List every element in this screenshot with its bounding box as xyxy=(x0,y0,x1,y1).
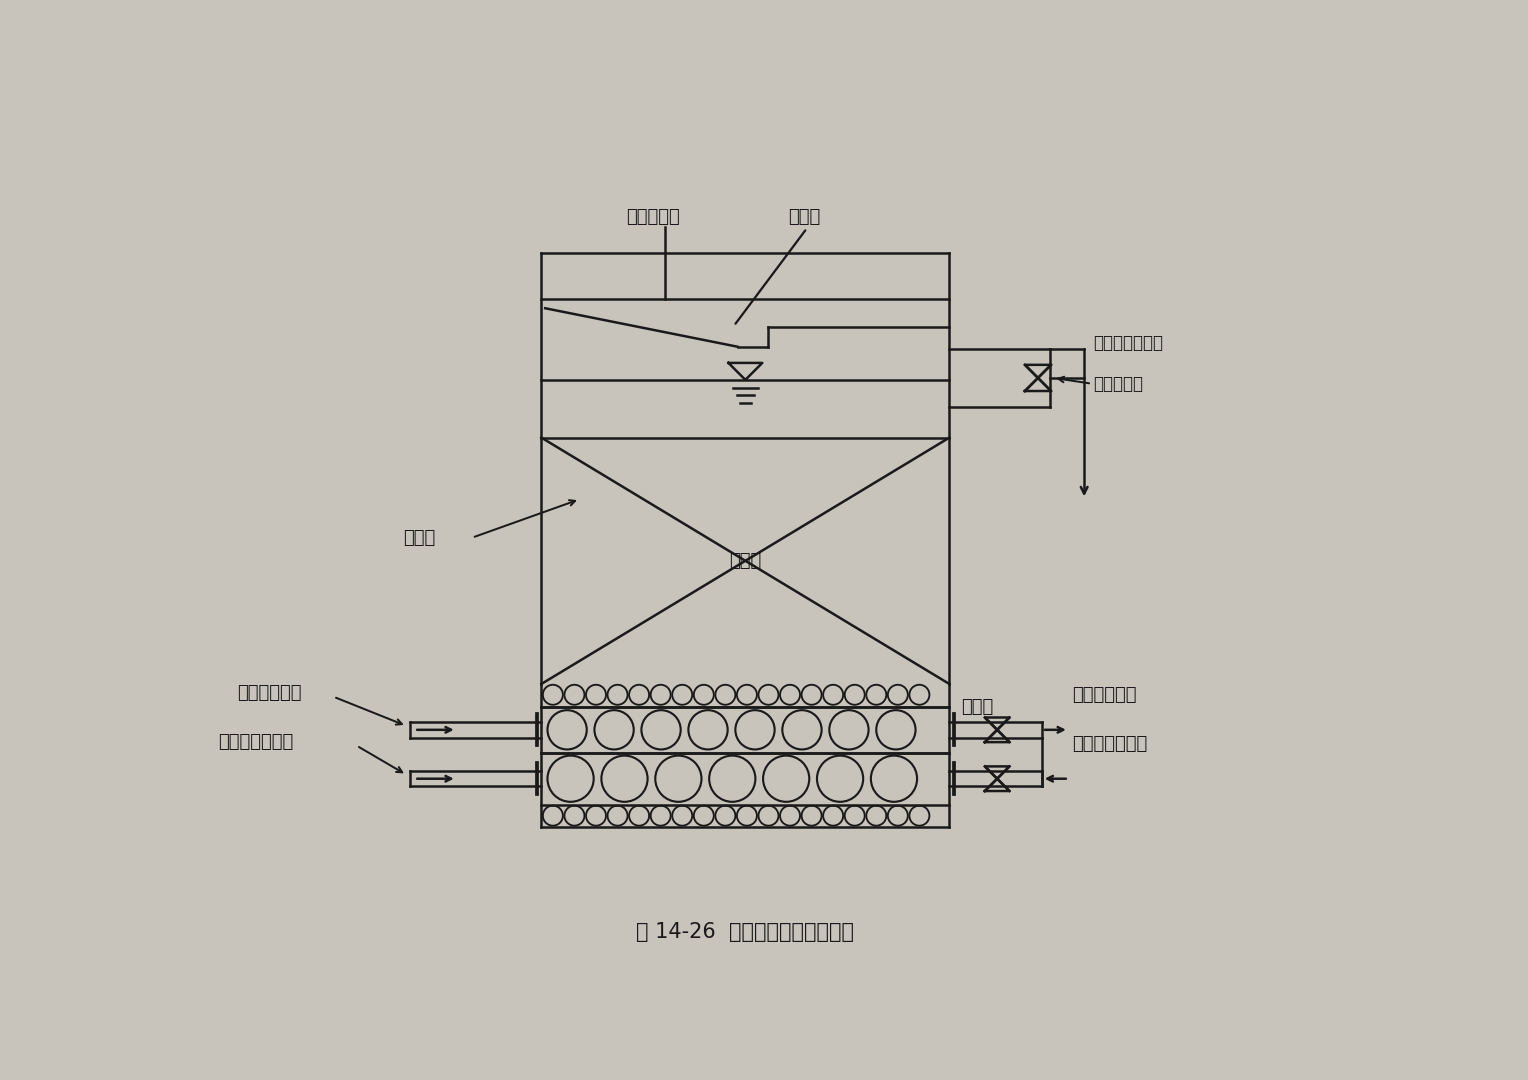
Text: 反冲洗用空气管: 反冲洗用空气管 xyxy=(219,732,293,751)
Text: 中间排水管: 中间排水管 xyxy=(1094,375,1143,393)
Text: 曝气用空气管: 曝气用空气管 xyxy=(237,684,301,702)
Text: 曝气管: 曝气管 xyxy=(403,529,435,546)
Text: 滤料层: 滤料层 xyxy=(729,552,761,570)
Text: 承托层: 承托层 xyxy=(961,698,993,716)
Text: 原污水流入: 原污水流入 xyxy=(626,207,680,226)
Text: 溢流槽: 溢流槽 xyxy=(788,207,821,226)
Text: 图 14-26  曝气生物滤池构造示意: 图 14-26 曝气生物滤池构造示意 xyxy=(636,922,854,942)
Text: 反冲洗水进水管: 反冲洗水进水管 xyxy=(1073,735,1148,753)
Text: 反冲洗水排放管: 反冲洗水排放管 xyxy=(1094,334,1163,352)
Text: 处理水排水管: 处理水排水管 xyxy=(1073,686,1137,704)
